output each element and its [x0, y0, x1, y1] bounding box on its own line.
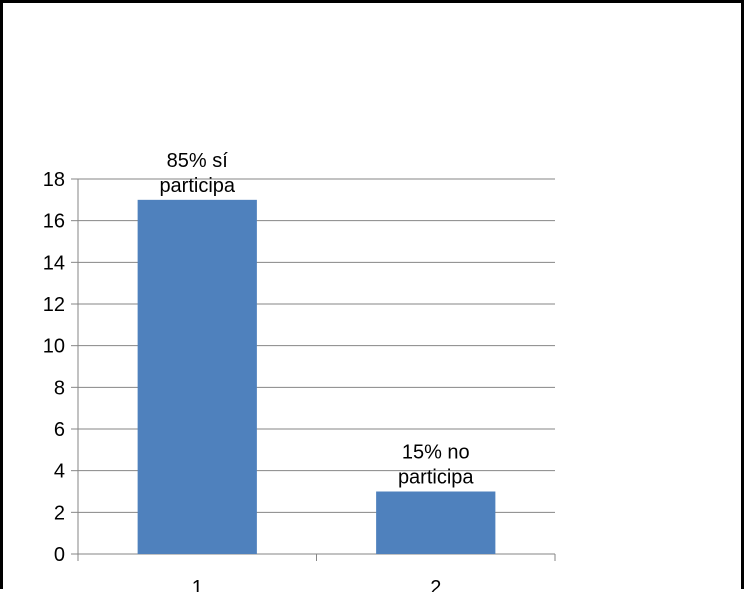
data-label: participa — [398, 467, 474, 489]
data-label: participa — [159, 175, 235, 197]
data-label: 15% no — [402, 442, 470, 464]
y-tick-label: 6 — [54, 419, 65, 441]
bars — [137, 199, 496, 555]
y-tick-label: 18 — [43, 169, 65, 191]
bar — [376, 491, 496, 554]
y-tick-labels: 0 2 4 6 8 10 12 14 16 18 — [43, 169, 65, 566]
y-tick-label: 8 — [54, 377, 65, 399]
y-tick-label: 2 — [54, 502, 65, 524]
y-tick-label: 16 — [43, 211, 65, 233]
y-tick-label: 14 — [43, 252, 65, 274]
x-tick-label: 2 — [430, 577, 441, 592]
data-labels: 85% sí participa 15% no participa — [159, 150, 474, 489]
x-tick-label: 1 — [192, 577, 203, 592]
y-tick-label: 4 — [54, 461, 65, 483]
y-tick-label: 10 — [43, 336, 65, 358]
y-tick-label: 12 — [43, 294, 65, 316]
y-tick-label: 0 — [54, 544, 65, 566]
bar — [137, 199, 257, 555]
data-label: 85% sí — [167, 150, 229, 172]
